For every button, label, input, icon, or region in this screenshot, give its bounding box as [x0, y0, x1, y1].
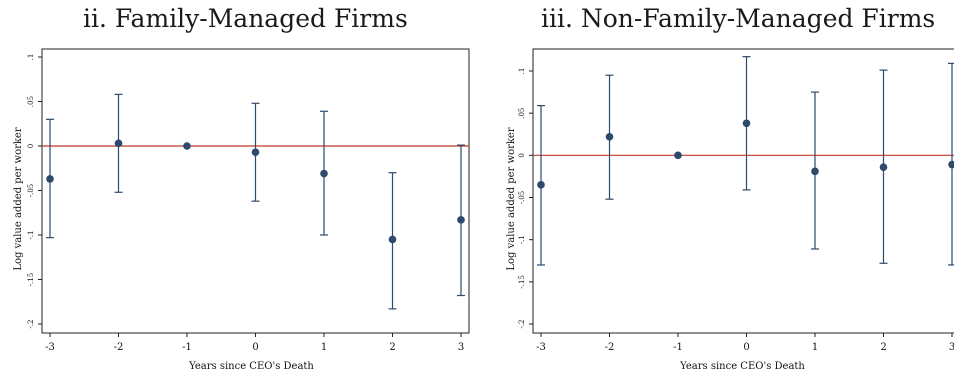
x-tick-label: -1: [673, 342, 683, 353]
y-tick-label: -.15: [27, 273, 35, 287]
data-point: [879, 163, 888, 171]
y-tick-label: -.2: [27, 319, 35, 328]
data-point: [948, 160, 954, 169]
plot-frame: [532, 48, 954, 334]
x-tick-label: 0: [252, 342, 258, 353]
y-tick-label: -.1: [518, 235, 526, 244]
data-point: [742, 119, 751, 128]
chart-title-nonfamily: iii. Non-Family-Managed Firms: [541, 4, 936, 33]
y-tick-label: .05: [518, 108, 526, 119]
y-tick-label: -.15: [518, 275, 526, 289]
data-point: [183, 142, 191, 150]
y-tick-label: .1: [518, 68, 526, 75]
x-axis-title: Years since CEO's Death: [188, 361, 314, 372]
data-point: [457, 216, 465, 224]
data-point: [811, 167, 819, 176]
chart-title-family: ii. Family-Managed Firms: [83, 4, 408, 33]
data-point: [605, 132, 614, 141]
data-point: [114, 139, 123, 148]
data-point: [320, 169, 328, 178]
y-tick-label: -.05: [518, 191, 526, 205]
y-tick-label: -.2: [518, 319, 526, 328]
x-tick-label: -2: [114, 342, 124, 353]
y-tick-label: -.05: [27, 184, 35, 198]
y-tick-label: -.1: [27, 230, 35, 239]
y-tick-label: .05: [27, 96, 35, 107]
y-tick-label: 0: [27, 144, 35, 148]
x-axis-title: Years since CEO's Death: [679, 361, 805, 372]
y-axis-title: Log value added per worker: [506, 127, 517, 270]
x-tick-label: 3: [949, 342, 954, 353]
x-tick-label: -3: [45, 342, 55, 353]
data-point: [251, 148, 260, 157]
x-tick-label: -2: [605, 342, 615, 353]
data-point: [388, 235, 397, 244]
chart-panel-family: .1 .05 0 -.05 -.1 -.15 -.2 -3 -2 -1 0 1 2 3 Years sinc…: [13, 48, 470, 372]
x-tick-label: 1: [321, 342, 327, 353]
x-tick-label: -3: [536, 342, 546, 353]
chart-panel-nonfamily: .1 .05 0 -.05 -.1 -.15 -.2 -3 -2 -1 0 1 2 3 Years sinc…: [506, 48, 954, 372]
x-tick-label: 2: [880, 342, 886, 353]
y-axis-title: Log value added per worker: [13, 127, 24, 270]
y-tick-label: 0: [518, 153, 526, 157]
data-point: [46, 175, 54, 183]
data-point: [537, 181, 545, 189]
x-tick-label: 3: [458, 342, 464, 353]
x-tick-label: -1: [182, 342, 192, 353]
x-tick-label: 1: [812, 342, 818, 353]
data-point: [674, 151, 682, 160]
x-tick-label: 0: [743, 342, 749, 353]
x-tick-label: 2: [389, 342, 395, 353]
y-tick-label: .1: [27, 54, 35, 61]
